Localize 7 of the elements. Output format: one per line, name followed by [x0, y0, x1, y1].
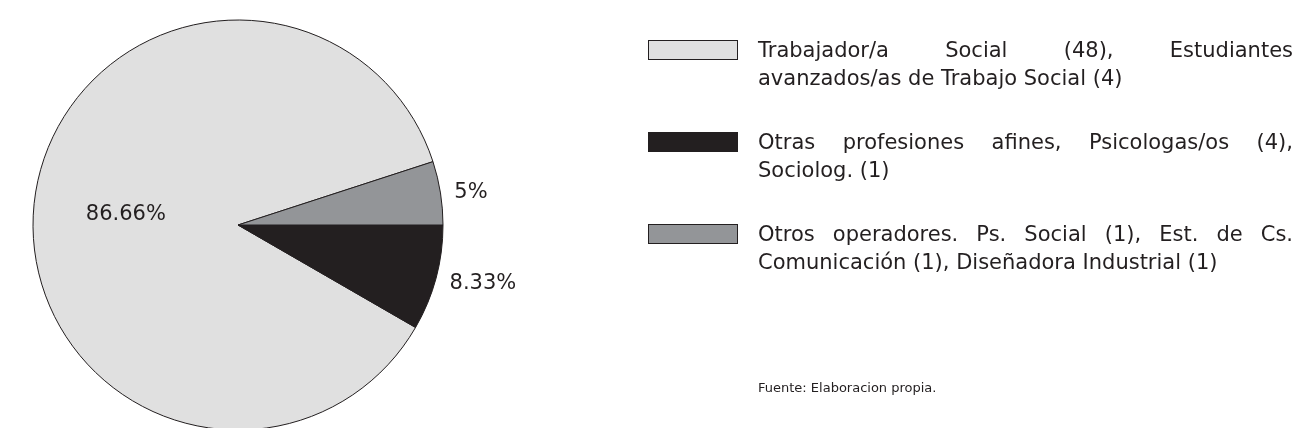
source-note: Fuente: Elaboracion propia.	[758, 380, 937, 395]
data-label: 8.33%	[449, 269, 517, 294]
legend-label: Otros operadores. Ps. Social (1), Est. de Cs. Comunicación (1), Diseñadora Industrial (1)	[758, 222, 1293, 274]
data-label: 5%	[454, 178, 488, 203]
legend-label: Otras profesiones afines, Psicologas/os (4), Sociolog. (1)	[758, 130, 1293, 182]
legend-label: Trabajador/a Social (48), Estudiantes avanzados/as de Trabajo Social (4)	[758, 38, 1293, 90]
data-label: 86.66%	[85, 201, 166, 226]
